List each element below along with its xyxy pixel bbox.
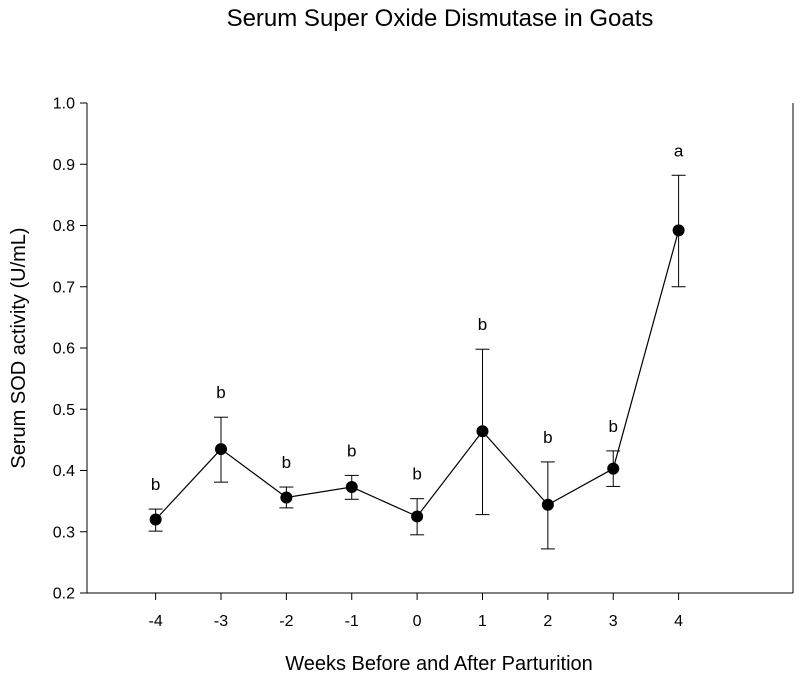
data-point [672,224,685,237]
plot-area: b b b b b b b b a [148,141,686,550]
significance-label: b [543,428,552,447]
y-tick-label: 0.9 [53,157,75,174]
y-tick-label: 1.0 [53,96,75,113]
y-tick-label: 0.4 [53,463,75,480]
axes: 0.2 0.3 0.4 0.5 0.6 0.7 0.8 0.9 1.0 -4 -3 -2 -1 0 1 2 3 4 [53,96,794,630]
data-point [411,510,424,523]
chart-title: Serum Super Oxide Dismutase in Goats [227,5,654,32]
x-tick-label: 4 [674,613,683,630]
significance-label: b [282,453,291,472]
x-tick-label: -3 [214,613,228,630]
y-tick-label: 0.8 [53,218,75,235]
y-tick-label: 0.6 [53,341,75,358]
y-axis-label: Serum SOD activity (U/mL) [8,227,30,468]
data-point [607,462,620,475]
x-axis-label: Weeks Before and After Parturition [285,653,593,675]
y-tick-label: 0.7 [53,279,75,296]
data-point [541,498,554,511]
x-tick-label: -2 [279,613,293,630]
x-tick-label: 1 [478,613,487,630]
x-tick-label: -4 [149,613,163,630]
significance-label: b [608,417,617,436]
significance-label: b [347,441,356,460]
significance-label: a [674,141,684,160]
significance-label: b [151,475,160,494]
x-tick-label: 3 [609,613,618,630]
y-tick-label: 0.2 [53,586,75,603]
y-tick-label: 0.3 [53,524,75,541]
significance-label: b [216,383,225,402]
data-point [345,481,358,494]
data-point [476,425,489,438]
x-tick-label: 0 [413,613,422,630]
data-point [280,491,293,504]
x-tick-label: -1 [345,613,359,630]
significance-label: b [478,315,487,334]
x-tick-label: 2 [543,613,552,630]
y-tick-label: 0.5 [53,402,75,419]
data-point [149,513,162,526]
significance-label: b [412,465,421,484]
data-point [215,443,228,456]
